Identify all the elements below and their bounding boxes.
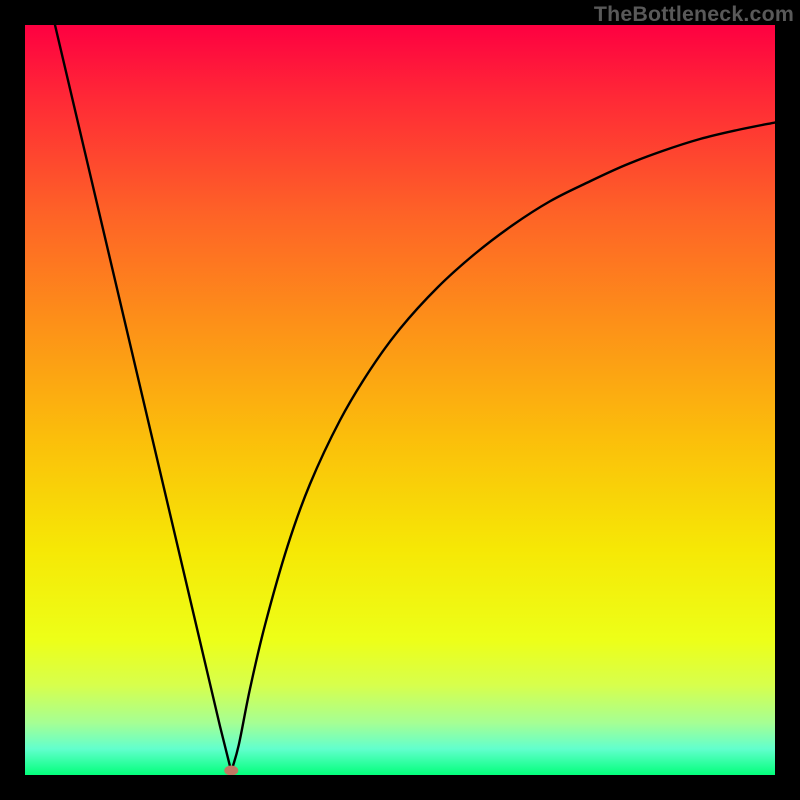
plot-svg	[25, 25, 775, 775]
watermark-text: TheBottleneck.com	[594, 2, 794, 27]
plot-area	[25, 25, 775, 775]
gradient-background	[25, 25, 775, 775]
chart-frame: TheBottleneck.com	[0, 0, 800, 800]
